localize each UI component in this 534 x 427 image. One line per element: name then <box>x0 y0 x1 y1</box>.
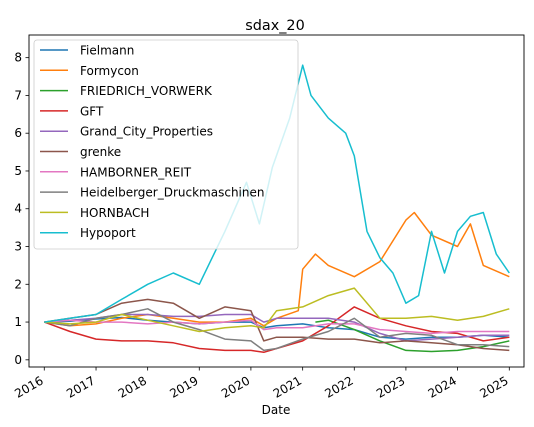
legend: Fielmann Formycon FRIEDRICH_VORWERK GFT Gran… <box>33 39 299 250</box>
y-tick-label: 7 <box>14 88 22 102</box>
y-tick-label: 1 <box>14 315 22 329</box>
legend-label: Fielmann <box>80 44 134 58</box>
y-tick-label: 2 <box>14 277 22 291</box>
y-tick-label: 5 <box>14 164 22 178</box>
legend-label: Formycon <box>80 64 139 78</box>
chart-title: sdax_20 <box>245 18 304 34</box>
legend-label: grenke <box>80 145 121 159</box>
plot-frame <box>28 34 525 368</box>
legend-label: HAMBORNER_REIT <box>80 165 192 179</box>
x-axis-label: Date <box>262 403 291 417</box>
series-line-7 <box>44 308 510 352</box>
y-tick-label: 3 <box>14 240 22 254</box>
legend-box <box>33 39 299 250</box>
series-line-8 <box>44 287 510 333</box>
legend-label: Heidelberger_Druckmaschinen <box>80 186 264 200</box>
y-axis: 0 1 2 3 4 5 6 7 8 <box>14 51 29 367</box>
series-layer <box>44 64 510 354</box>
legend-label: HORNBACH <box>80 206 149 220</box>
series-line-5 <box>44 298 510 352</box>
y-tick-label: 8 <box>14 51 22 65</box>
series-line-9 <box>44 64 510 323</box>
legend-label: FRIEDRICH_VORWERK <box>80 84 213 98</box>
y-tick-label: 4 <box>14 202 22 216</box>
legend-label: Hypoport <box>80 226 136 240</box>
legend-label: Grand_City_Properties <box>80 125 213 139</box>
legend-label: GFT <box>80 104 104 118</box>
y-tick-label: 6 <box>14 126 22 140</box>
y-tick-label: 0 <box>14 353 22 367</box>
series-line-3 <box>44 306 510 354</box>
series-line-6 <box>44 319 510 335</box>
